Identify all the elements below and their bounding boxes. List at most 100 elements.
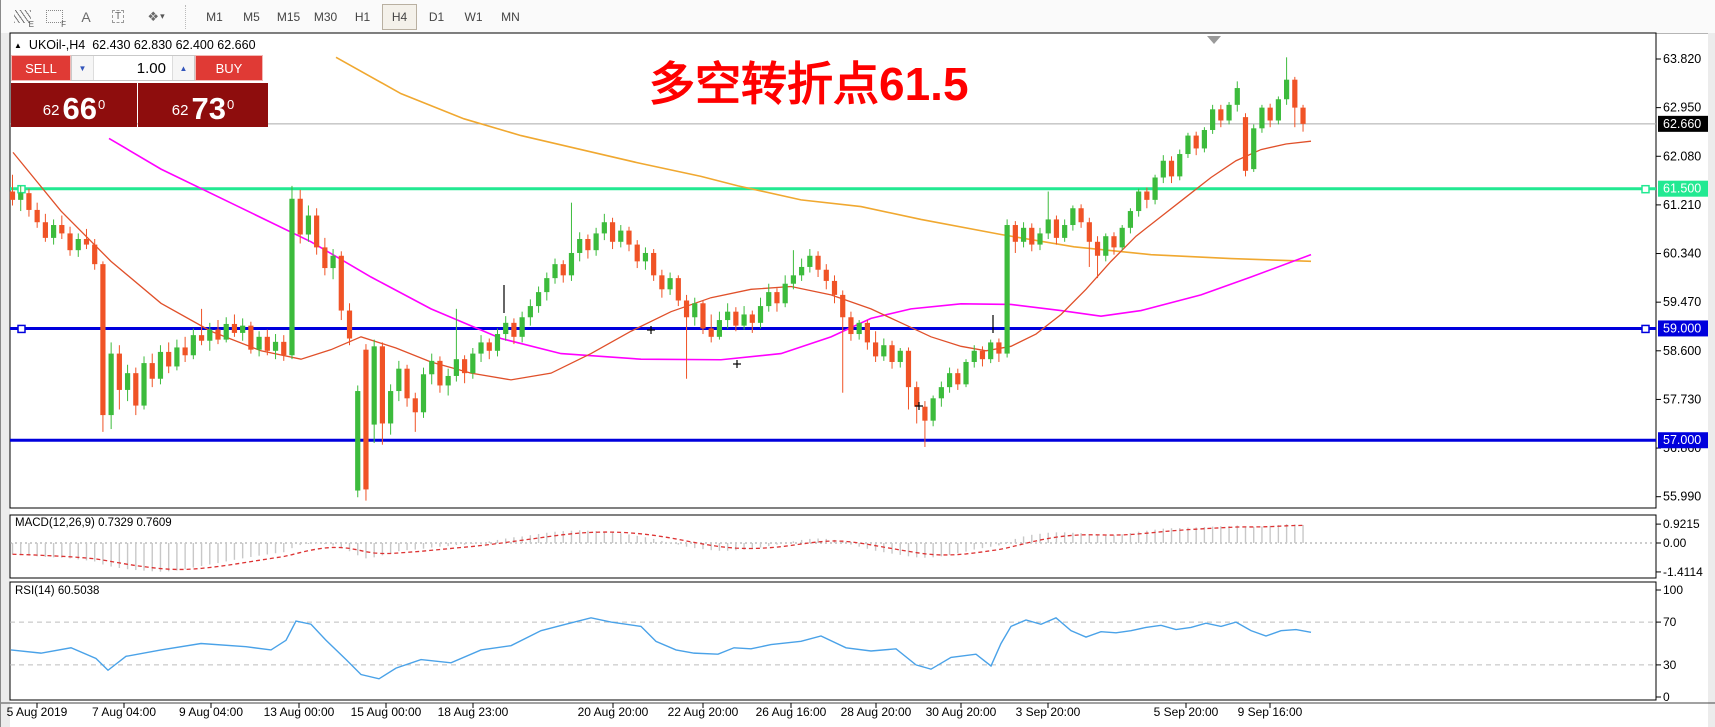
candle-body — [873, 342, 879, 357]
candle-body — [371, 346, 377, 425]
candle-body — [494, 334, 501, 351]
time-tick-label: 15 Aug 00:00 — [351, 705, 422, 719]
candle-body — [1144, 191, 1150, 200]
timeframe-button-H1[interactable]: H1 — [354, 9, 371, 24]
candle-body — [1012, 225, 1018, 242]
hline-handle[interactable] — [1641, 324, 1650, 334]
rsi-axis-label: 0 — [1663, 690, 1670, 704]
candle-body — [642, 252, 649, 262]
candle-body — [264, 336, 270, 351]
sell-price-display[interactable]: 62 66 0 — [11, 83, 137, 127]
buy-price-display[interactable]: 62 73 0 — [138, 83, 268, 127]
candle-body — [338, 255, 344, 311]
candle-body — [840, 294, 846, 318]
candle-body — [1177, 154, 1183, 177]
candle-body — [815, 255, 821, 270]
candle-body — [766, 292, 772, 307]
candle-body — [462, 359, 468, 374]
price-badge-label: 61.500 — [1663, 182, 1701, 196]
candle-body — [1004, 225, 1010, 354]
candle-body — [1226, 104, 1232, 121]
time-tick-label: 9 Sep 16:00 — [1238, 705, 1303, 719]
time-tick-label: 9 Aug 04:00 — [179, 705, 243, 719]
text-box-icon[interactable]: T — [105, 5, 131, 29]
volume-increase-button[interactable]: ▲ — [172, 56, 194, 80]
collapse-triangle-icon[interactable]: ▲ — [14, 40, 22, 50]
candle-body — [404, 368, 410, 399]
candle-body — [215, 329, 221, 340]
one-click-trading-panel: SELL ▼ 1.00 ▲ BUY 62 66 0 62 73 0 — [11, 55, 268, 127]
timeframe-button-M5[interactable]: M5 — [243, 9, 260, 24]
candle-body — [1193, 135, 1199, 149]
timeframe-button-D1[interactable]: D1 — [428, 9, 445, 24]
sell-button[interactable]: SELL — [11, 55, 71, 81]
time-tick-label: 13 Aug 00:00 — [264, 705, 335, 719]
timeframe-button-MN[interactable]: MN — [501, 9, 520, 24]
left-window-edge — [1, 33, 10, 727]
timeframe-button-M1[interactable]: M1 — [206, 9, 223, 24]
candle-body — [240, 325, 246, 333]
shapes-dropdown-icon[interactable]: ❖ ▾ — [137, 5, 175, 29]
timeframe-button-M15[interactable]: M15 — [276, 9, 301, 24]
candle-body — [363, 349, 369, 490]
candle-body — [897, 350, 903, 362]
candle-body — [700, 303, 706, 329]
candle-body — [552, 264, 558, 279]
symbol-period-label: UKOil-,H4 — [28, 38, 86, 52]
price-tick-label: 62.950 — [1663, 101, 1701, 115]
candle-body — [914, 387, 920, 407]
candle-body — [708, 328, 714, 337]
candle-body — [51, 225, 57, 238]
candle-body — [1037, 233, 1043, 245]
candle-body — [9, 191, 16, 200]
timeframe-button-M30[interactable]: M30 — [313, 9, 338, 24]
price-badge-label: 59.000 — [1663, 321, 1701, 335]
candle-body — [996, 342, 1002, 354]
candle-body — [519, 317, 525, 337]
time-tick-label: 22 Aug 20:00 — [668, 705, 739, 719]
candle-body — [1292, 79, 1298, 108]
volume-decrease-button[interactable]: ▼ — [72, 56, 94, 80]
candle-body — [667, 278, 673, 290]
candle-body — [1168, 160, 1175, 177]
volume-stepper: ▼ 1.00 ▲ — [71, 55, 195, 81]
text-label-icon[interactable]: A — [81, 8, 91, 25]
scroll-to-end-arrow[interactable] — [1207, 36, 1221, 44]
candle-body — [478, 342, 484, 354]
candle-body — [593, 233, 599, 251]
main-chart-panel — [9, 32, 1657, 509]
candle-body — [1259, 107, 1265, 129]
expert-hatch-icon[interactable]: E — [9, 5, 35, 29]
candle-body — [1242, 117, 1249, 171]
ohlc-values: 62.430 62.830 62.400 62.660 — [92, 38, 256, 52]
price-tick-label: 58.600 — [1663, 344, 1701, 358]
candle-body — [609, 222, 616, 242]
candle-body — [412, 398, 418, 413]
candle-body — [535, 292, 542, 307]
candle-body — [207, 329, 213, 341]
timeframe-button-W1[interactable]: W1 — [464, 9, 483, 24]
time-tick-label: 30 Aug 20:00 — [926, 705, 997, 719]
candle-body — [864, 322, 870, 343]
candle-body — [297, 198, 303, 235]
timeframe-button-H4[interactable]: H4 — [382, 3, 417, 30]
volume-value[interactable]: 1.00 — [136, 59, 166, 77]
price-tick-label: 60.340 — [1663, 247, 1701, 261]
macd-axis-label: -1.4114 — [1663, 565, 1703, 579]
candle-body — [1251, 128, 1257, 170]
candle-body — [486, 342, 492, 351]
hline-handle[interactable] — [1641, 184, 1650, 194]
hline-handle[interactable] — [17, 184, 26, 194]
candle-body — [585, 238, 591, 251]
toolbar-separator — [185, 4, 192, 29]
candle-body — [116, 353, 122, 390]
hline-handle[interactable] — [17, 324, 26, 334]
candle-body — [848, 317, 854, 335]
rsi-indicator-label: RSI(14) 60.5038 — [15, 585, 100, 597]
buy-button[interactable]: BUY — [195, 55, 263, 81]
fibo-grid-icon[interactable]: F — [41, 5, 67, 29]
candle-body — [75, 238, 81, 251]
candle-body — [1185, 135, 1191, 155]
candle-body — [445, 375, 451, 386]
